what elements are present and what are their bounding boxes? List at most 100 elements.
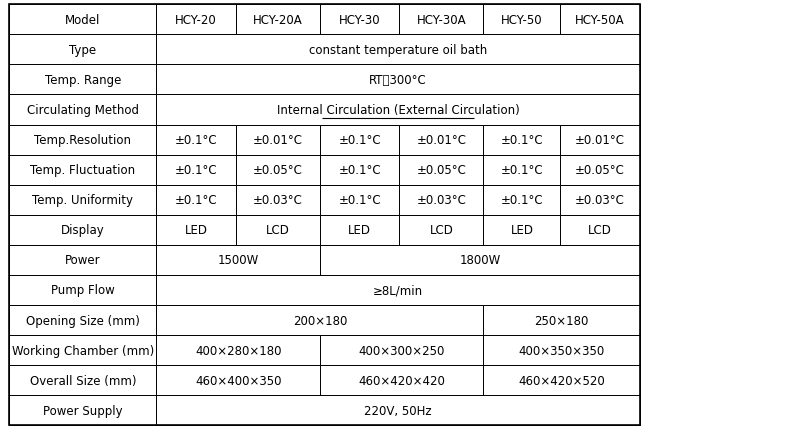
- Text: 460×420×420: 460×420×420: [358, 374, 445, 387]
- Bar: [9, 65, 156, 95]
- Text: Internal Circulation (External Circulation): Internal Circulation (External Circulati…: [277, 104, 520, 117]
- Text: 1800W: 1800W: [459, 254, 501, 267]
- Text: Type: Type: [69, 44, 97, 57]
- Bar: [320, 365, 483, 396]
- Bar: [320, 185, 399, 215]
- Bar: [156, 365, 320, 396]
- Text: Power Supply: Power Supply: [43, 404, 123, 417]
- Bar: [9, 5, 640, 425]
- Text: HCY-30: HCY-30: [339, 14, 380, 27]
- Bar: [399, 215, 483, 245]
- Bar: [560, 185, 640, 215]
- Text: Circulating Method: Circulating Method: [27, 104, 139, 117]
- Text: ±0.1°C: ±0.1°C: [174, 164, 218, 177]
- Bar: [399, 185, 483, 215]
- Text: ±0.01°C: ±0.01°C: [253, 134, 303, 147]
- Bar: [9, 276, 156, 305]
- Bar: [399, 5, 483, 35]
- Text: ±0.1°C: ±0.1°C: [501, 164, 543, 177]
- Bar: [156, 65, 640, 95]
- Bar: [9, 215, 156, 245]
- Bar: [320, 245, 640, 276]
- Bar: [156, 155, 236, 185]
- Bar: [9, 245, 156, 276]
- Bar: [9, 125, 156, 155]
- Bar: [483, 155, 560, 185]
- Bar: [156, 95, 640, 125]
- Bar: [399, 125, 483, 155]
- Bar: [483, 185, 560, 215]
- Text: ±0.01°C: ±0.01°C: [575, 134, 625, 147]
- Bar: [399, 155, 483, 185]
- Text: Opening Size (mm): Opening Size (mm): [26, 314, 140, 327]
- Bar: [236, 125, 320, 155]
- Text: Temp.Resolution: Temp.Resolution: [35, 134, 131, 147]
- Text: Display: Display: [61, 224, 105, 237]
- Text: HCY-50: HCY-50: [501, 14, 542, 27]
- Text: ±0.05°C: ±0.05°C: [575, 164, 625, 177]
- Bar: [156, 35, 640, 65]
- Text: ±0.1°C: ±0.1°C: [174, 134, 218, 147]
- Text: 200×180: 200×180: [292, 314, 347, 327]
- Text: 1500W: 1500W: [218, 254, 259, 267]
- Bar: [156, 185, 236, 215]
- Text: 460×400×350: 460×400×350: [195, 374, 281, 387]
- Bar: [483, 5, 560, 35]
- Text: LCD: LCD: [429, 224, 454, 237]
- Text: LED: LED: [510, 224, 534, 237]
- Bar: [560, 5, 640, 35]
- Text: LCD: LCD: [588, 224, 612, 237]
- Text: Model: Model: [65, 14, 101, 27]
- Text: 400×300×250: 400×300×250: [358, 344, 445, 357]
- Bar: [483, 305, 640, 336]
- Text: HCY-50A: HCY-50A: [575, 14, 625, 27]
- Text: ±0.1°C: ±0.1°C: [174, 194, 218, 207]
- Bar: [236, 5, 320, 35]
- Bar: [236, 155, 320, 185]
- Text: ≥8L/min: ≥8L/min: [373, 284, 423, 297]
- Text: LED: LED: [348, 224, 371, 237]
- Text: ±0.1°C: ±0.1°C: [338, 194, 381, 207]
- Bar: [9, 5, 156, 35]
- Bar: [483, 215, 560, 245]
- Text: ±0.1°C: ±0.1°C: [501, 194, 543, 207]
- Bar: [560, 215, 640, 245]
- Bar: [156, 305, 483, 336]
- Text: Working Chamber (mm): Working Chamber (mm): [12, 344, 154, 357]
- Bar: [156, 276, 640, 305]
- Text: ±0.03°C: ±0.03°C: [253, 194, 303, 207]
- Text: Pump Flow: Pump Flow: [51, 284, 115, 297]
- Bar: [9, 155, 156, 185]
- Text: ±0.1°C: ±0.1°C: [338, 164, 381, 177]
- Text: HCY-20: HCY-20: [175, 14, 217, 27]
- Text: HCY-20A: HCY-20A: [253, 14, 303, 27]
- Text: Temp. Range: Temp. Range: [45, 74, 121, 87]
- Text: ±0.01°C: ±0.01°C: [417, 134, 466, 147]
- Bar: [320, 5, 399, 35]
- Text: ±0.05°C: ±0.05°C: [417, 164, 466, 177]
- Bar: [320, 125, 399, 155]
- Bar: [9, 95, 156, 125]
- Bar: [9, 305, 156, 336]
- Bar: [156, 396, 640, 425]
- Text: HCY-30A: HCY-30A: [417, 14, 466, 27]
- Bar: [156, 5, 236, 35]
- Text: 250×180: 250×180: [534, 314, 589, 327]
- Text: ±0.03°C: ±0.03°C: [575, 194, 625, 207]
- Bar: [483, 336, 640, 365]
- Bar: [9, 185, 156, 215]
- Bar: [236, 185, 320, 215]
- Bar: [9, 35, 156, 65]
- Text: ±0.03°C: ±0.03°C: [417, 194, 466, 207]
- Bar: [9, 365, 156, 396]
- Bar: [483, 365, 640, 396]
- Bar: [320, 215, 399, 245]
- Text: 400×280×180: 400×280×180: [195, 344, 281, 357]
- Text: 220V, 50Hz: 220V, 50Hz: [364, 404, 432, 417]
- Text: Temp. Fluctuation: Temp. Fluctuation: [31, 164, 135, 177]
- Text: LCD: LCD: [266, 224, 290, 237]
- Text: constant temperature oil bath: constant temperature oil bath: [309, 44, 487, 57]
- Text: 400×350×350: 400×350×350: [519, 344, 604, 357]
- Text: ±0.1°C: ±0.1°C: [501, 134, 543, 147]
- Bar: [9, 396, 156, 425]
